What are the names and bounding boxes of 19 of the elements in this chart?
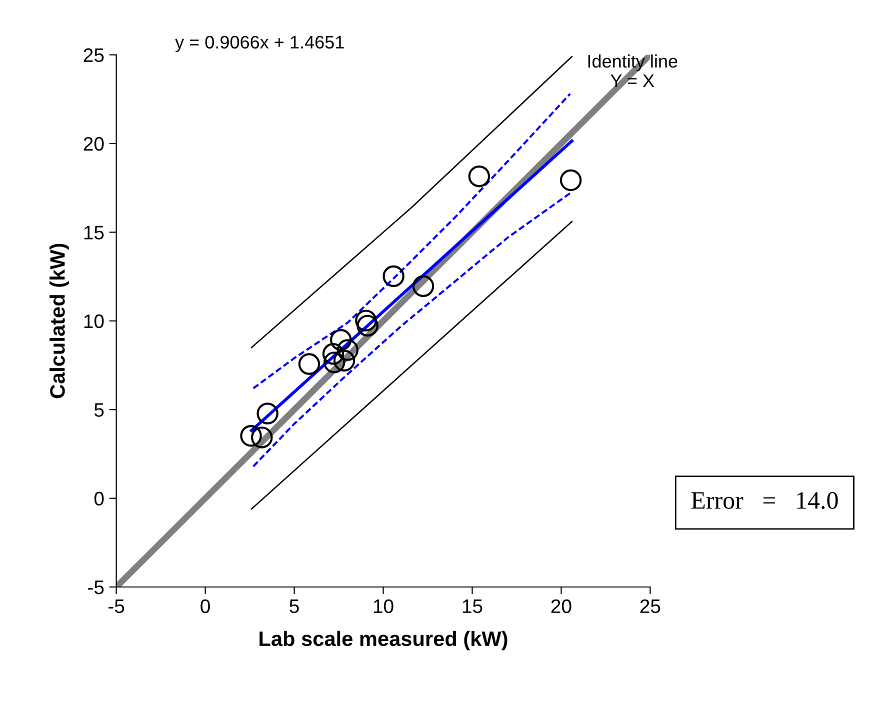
y-axis-title: Calculated (kW) bbox=[50, 244, 69, 398]
y-tick-label: 15 bbox=[84, 226, 104, 240]
y-tick-label: 25 bbox=[84, 48, 104, 62]
y-tick-label: 20 bbox=[84, 136, 104, 151]
x-tick-label: 20 bbox=[551, 599, 572, 614]
x-tick-label: -5 bbox=[108, 600, 124, 614]
x-axis-title: Lab scale measured (kW) bbox=[260, 630, 508, 650]
y-tick-label: -5 bbox=[88, 580, 104, 594]
annotation: Identity line Y = X bbox=[588, 54, 678, 87]
x-tick-label: 0 bbox=[200, 599, 210, 614]
x-tick-label: 10 bbox=[374, 599, 394, 614]
y-tick-label: 10 bbox=[84, 314, 104, 328]
text: y = 0.9066x + 1.4651 bbox=[175, 36, 344, 52]
text: Error = 14.0 bbox=[691, 492, 838, 510]
y-tick-label: 5 bbox=[94, 403, 104, 417]
x-tick-label: 25 bbox=[640, 599, 660, 614]
x-tick-label: 15 bbox=[462, 600, 482, 614]
y-tick-label: 0 bbox=[94, 492, 104, 506]
x-tick-label: 5 bbox=[290, 600, 299, 614]
